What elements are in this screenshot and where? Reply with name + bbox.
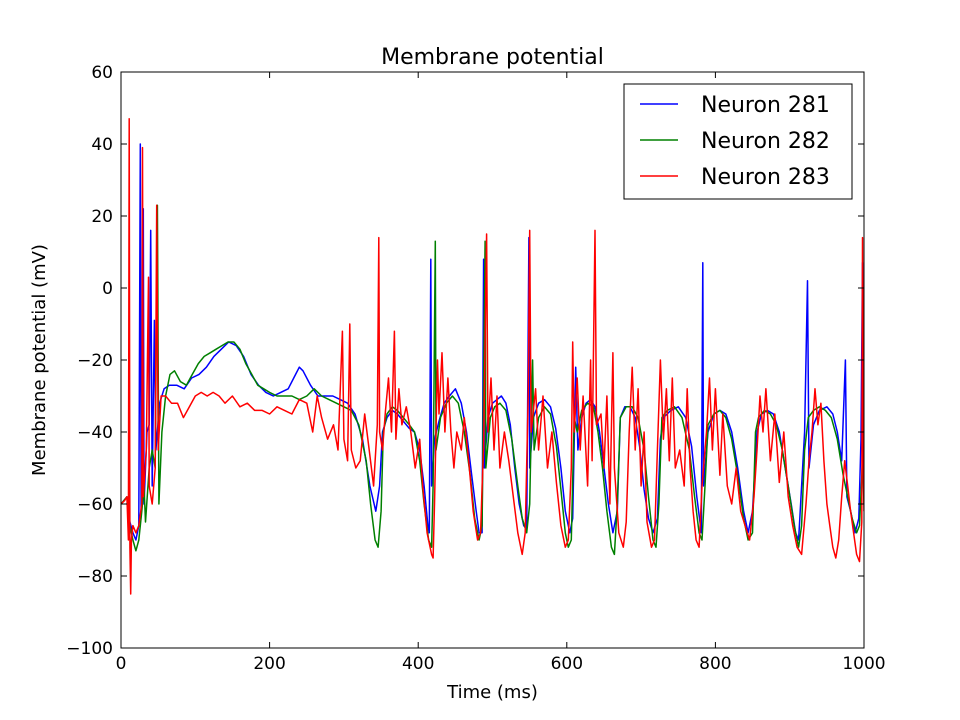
chart-title: Membrane potential: [381, 45, 604, 70]
y-tick-label: −40: [77, 423, 113, 443]
legend-frame: [623, 83, 853, 200]
legend-label-neuron-282: Neuron 282: [701, 129, 830, 154]
y-axis-title: Membrane potential (mV): [29, 244, 50, 476]
y-tick-label: 40: [91, 135, 113, 155]
legend: Neuron 281 Neuron 282 Neuron 283: [623, 83, 853, 200]
x-tick-label: 200: [253, 654, 285, 674]
legend-label-neuron-281: Neuron 281: [701, 93, 830, 118]
x-axis-title: Time (ms): [446, 682, 538, 703]
x-tick-label: 600: [551, 654, 583, 674]
y-tick-label: −100: [66, 639, 113, 659]
series-group: [121, 118, 864, 595]
y-tick-label: −20: [77, 351, 113, 371]
ticks-group: [120, 71, 865, 649]
x-tick-label: 400: [402, 654, 434, 674]
y-tick-label: 0: [102, 279, 113, 299]
x-tick-label: 800: [699, 654, 731, 674]
y-tick-label: 60: [91, 63, 113, 83]
series-line-neuron-283: [121, 118, 864, 595]
y-tick-label: −60: [77, 495, 113, 515]
legend-label-neuron-283: Neuron 283: [701, 165, 830, 190]
y-tick-label: −80: [77, 567, 113, 587]
y-tick-label: 20: [91, 207, 113, 227]
x-tick-label: 0: [116, 654, 127, 674]
tick-labels-group: 0 200 400 600 800 1000 −100 −80 −60 −40 −20 0 20 40 60: [66, 63, 885, 674]
x-tick-label: 1000: [842, 654, 885, 674]
